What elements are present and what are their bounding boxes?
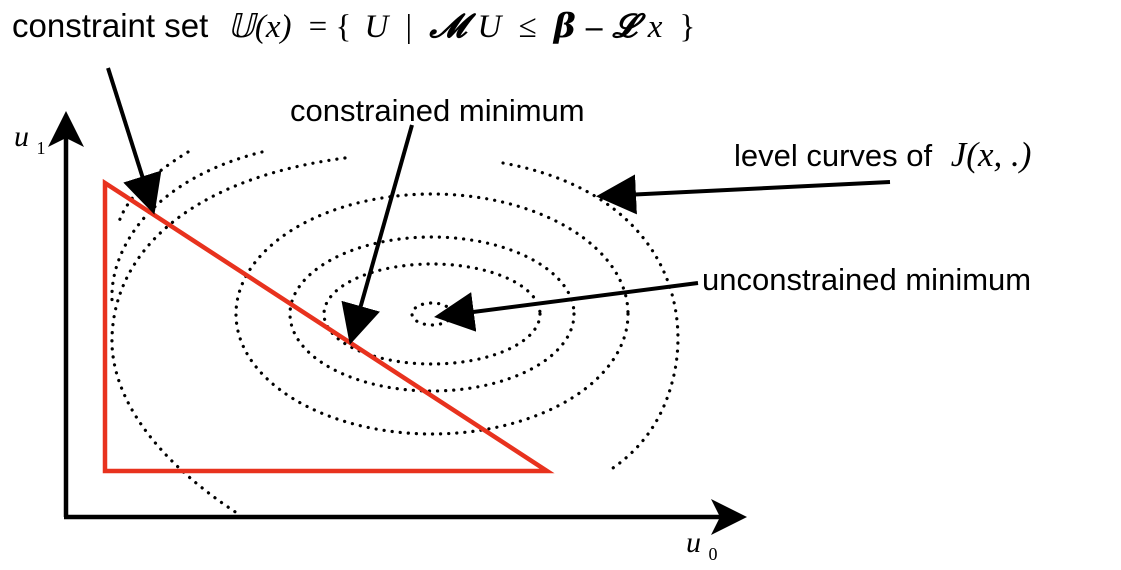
level-curve-6 (110, 150, 264, 302)
level-curves-prefix: level curves of (734, 138, 933, 173)
constraint-set-minus: – (585, 9, 603, 45)
level-curves-function: J(x, .) (951, 135, 1032, 174)
level-curves (110, 150, 680, 517)
u1-axis-label: u 1 (14, 120, 46, 158)
constraint-set-u2: U (477, 9, 503, 45)
constraint-set-eq: = { (309, 9, 352, 45)
constrained-minimum-label: constrained minimum (290, 93, 585, 128)
constraint-set-x: x (647, 9, 663, 45)
constraint-set-close: } (680, 9, 696, 45)
constraint-set-label: constraint set 𝕌(x) = { U | 𝓜 U ≤ 𝜷 – 𝓛 … (12, 7, 695, 45)
level-curve-4 (234, 192, 630, 436)
u0-axis-label: u 0 (686, 526, 718, 564)
constraint-set-l: 𝓛 (612, 9, 647, 45)
level-curve-2 (322, 262, 542, 366)
level-curves-label: level curves of J(x, .) (734, 135, 1031, 174)
constraint-set-m: 𝓜 (428, 9, 476, 45)
constraint-set-u: U (365, 9, 391, 45)
unconstrained-minimum-label: unconstrained minimum (702, 262, 1031, 297)
constraint-set-prefix: constraint set (12, 7, 208, 44)
u1-subscript: 1 (37, 138, 46, 158)
level-curve-8 (501, 161, 680, 472)
constraint-set-beta: 𝜷 (552, 9, 576, 45)
constrained-minimum-arrow (341, 124, 414, 345)
u0-base: u (686, 526, 701, 559)
constraint-set-symbol: 𝕌(x) (227, 9, 291, 45)
constraint-set-arrow (106, 67, 162, 215)
constraint-set-leq: ≤ (518, 9, 536, 45)
level-curves-arrow (596, 174, 891, 215)
constraint-set-triangle (102, 178, 555, 474)
u0-subscript: 0 (709, 544, 718, 564)
constraint-set-bar: | (406, 9, 413, 45)
unconstrained-minimum-arrow (434, 281, 699, 332)
u1-base: u (14, 120, 29, 153)
level-curve-3 (288, 235, 576, 393)
